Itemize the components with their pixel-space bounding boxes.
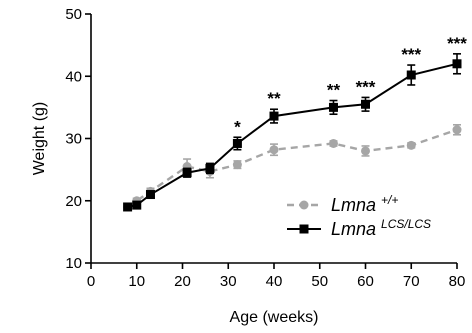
data-point: [182, 168, 192, 178]
axes: 10 20 30 40 50 0 10 20 30 40 50 60 70 80: [65, 6, 465, 290]
legend-marker: [299, 224, 309, 234]
x-tick-label: 80: [449, 273, 466, 290]
x-tick-label: 40: [266, 273, 283, 290]
legend-marker: [299, 200, 309, 210]
significance-label: **: [267, 89, 281, 108]
series-layer: [123, 53, 462, 212]
x-tick-label: 60: [357, 273, 374, 290]
legend-superscript: +/+: [381, 193, 398, 207]
data-point: [328, 102, 338, 112]
data-point: [205, 163, 215, 173]
data-point: [232, 138, 242, 148]
legend: Lmna +/+Lmna LCS/LCS: [287, 193, 431, 239]
data-point: [123, 202, 133, 212]
legend-label: Lmna +/+: [331, 193, 398, 215]
x-axis-title: Age (weeks): [230, 309, 319, 326]
data-point: [269, 145, 279, 155]
series-line: [126, 128, 458, 208]
data-point: [452, 59, 462, 69]
x-tick-label: 70: [403, 273, 420, 290]
data-point: [406, 140, 416, 150]
data-point: [361, 99, 370, 109]
series-0: [123, 124, 462, 212]
x-tick-label: 50: [311, 273, 328, 290]
legend-label: Lmna LCS/LCS: [331, 217, 431, 239]
legend-item: Lmna +/+: [287, 193, 398, 215]
y-tick-label: 10: [65, 255, 82, 272]
y-axis-title: Weight (g): [31, 102, 48, 176]
legend-item: Lmna LCS/LCS: [287, 217, 431, 239]
significance-annotations: *** ** *********: [234, 34, 467, 136]
data-point: [328, 138, 338, 148]
y-tick-label: 50: [65, 6, 82, 23]
significance-label: **: [327, 81, 341, 100]
significance-label: ***: [447, 34, 467, 53]
data-point: [145, 190, 155, 200]
y-tick-label: 40: [65, 68, 82, 85]
x-tick-label: 20: [174, 273, 191, 290]
significance-label: *: [234, 117, 241, 136]
data-point: [132, 200, 142, 210]
y-tick-label: 30: [65, 131, 82, 148]
x-tick-label: 10: [128, 273, 145, 290]
data-point: [452, 125, 462, 135]
data-point: [269, 111, 279, 121]
data-point: [406, 70, 416, 80]
significance-label: ***: [356, 77, 376, 96]
legend-superscript: LCS/LCS: [381, 217, 431, 231]
x-tick-label: 0: [87, 273, 95, 290]
significance-label: ***: [401, 45, 421, 64]
data-point: [361, 146, 370, 156]
series-1: [123, 53, 462, 212]
y-tick-label: 20: [65, 193, 82, 210]
x-tick-label: 30: [220, 273, 237, 290]
data-point: [232, 160, 242, 170]
